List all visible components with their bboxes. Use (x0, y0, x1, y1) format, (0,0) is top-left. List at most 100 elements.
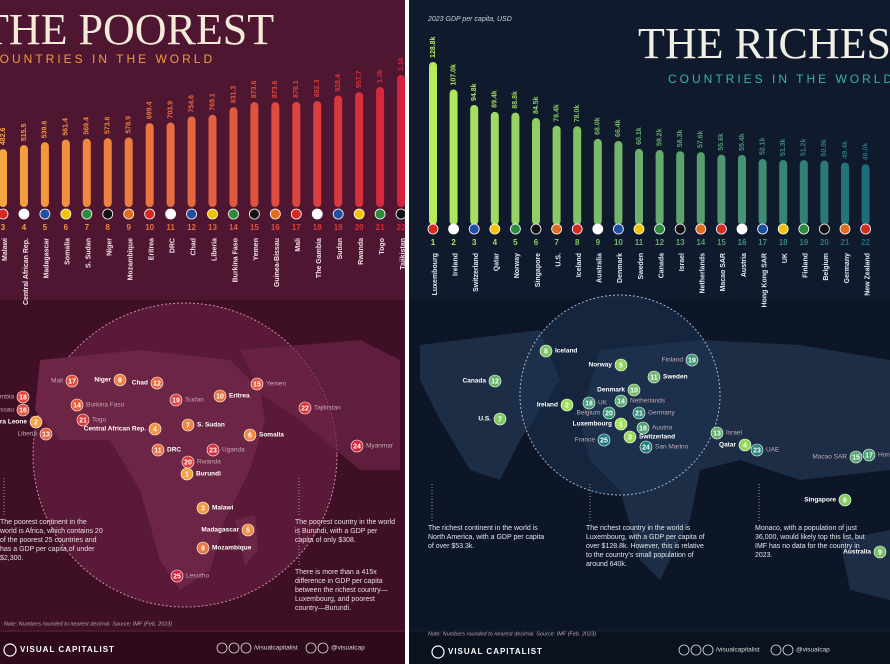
flag (777, 223, 789, 235)
category-label: Niger (107, 238, 114, 256)
marker-label: Myanmar (366, 443, 394, 450)
marker-label: San Marino (655, 444, 689, 451)
note-box: Monaco, with a population of just 36,000… (755, 525, 865, 559)
rank-label: 12 (187, 223, 196, 232)
bar (449, 89, 458, 226)
note: There is more than a 415x difference in … (295, 569, 388, 613)
map-marker (560, 398, 574, 412)
bar (593, 138, 602, 225)
social-icon (770, 644, 782, 656)
value-label: 57.6k (698, 130, 705, 148)
marker-rank: 6 (248, 432, 252, 439)
value-label: 769.1 (209, 93, 216, 111)
category-label: Rwanda (358, 238, 365, 265)
flag (757, 223, 768, 235)
marker-rank: 11 (650, 374, 658, 381)
category-label: Qatar (494, 253, 501, 272)
map-marker (213, 389, 227, 403)
category-label: Guinea-Bissau (274, 238, 281, 287)
category-label: Somalia (65, 238, 72, 265)
map-marker (685, 353, 699, 367)
rank-label: 20 (355, 223, 364, 232)
map-marker (738, 438, 752, 452)
marker-label: Burkina Faso (86, 402, 125, 409)
value-label: 66.4k (615, 119, 622, 137)
category-label: Israel (679, 253, 686, 271)
marker-label: Uganda (222, 447, 245, 454)
bar (552, 125, 561, 225)
bar (676, 151, 685, 225)
social-icon (702, 644, 714, 656)
category-label: UK (782, 253, 789, 263)
social-icon (216, 642, 228, 654)
flag (332, 208, 344, 220)
value-label: 60.1k (636, 127, 643, 145)
marker-rank: 8 (544, 348, 548, 355)
marker-label: Austria (652, 425, 673, 432)
social-icon (317, 642, 329, 654)
marker-label: UK (598, 400, 608, 407)
social-handle: @visualcap (796, 647, 830, 654)
marker-rank: 20 (605, 410, 613, 417)
map-marker (627, 383, 641, 397)
map-marker (206, 443, 220, 457)
bar (655, 150, 664, 225)
flag (0, 208, 9, 220)
bar (397, 75, 405, 207)
category-label: Tajikistan (400, 238, 407, 270)
bar (208, 114, 217, 207)
category-label: Singapore (535, 253, 542, 287)
footnote: Note: Numbers rounded to nearest decimal… (4, 621, 172, 627)
rank-label: 11 (166, 223, 175, 232)
flag (81, 208, 93, 220)
marker-rank: 8 (118, 377, 122, 384)
marker-rank: 16 (19, 407, 27, 414)
rank-label: 7 (554, 238, 559, 247)
marker-rank: 7 (186, 422, 190, 429)
rank-label: 8 (575, 238, 580, 247)
social-handle: /visualcapitalist (254, 645, 298, 652)
map-marker (169, 393, 183, 407)
social-icon (782, 644, 794, 656)
marker-label: Australia (843, 549, 871, 556)
flag (395, 208, 405, 220)
value-label: 89.4k (492, 90, 499, 108)
map-marker (241, 523, 255, 537)
rank-label: 15 (717, 238, 726, 247)
map-marker (873, 545, 887, 559)
flag (633, 223, 645, 235)
category-label: Sudan (337, 238, 344, 259)
rank-label: 13 (208, 223, 217, 232)
marker-label: Qatar (719, 442, 736, 449)
marker-label: DRC (167, 447, 181, 454)
category-label: Madagascar (44, 238, 51, 279)
marker-rank: 12 (491, 378, 499, 385)
rank-label: 10 (145, 223, 154, 232)
rank-label: 14 (229, 223, 238, 232)
value-label: 84.5k (533, 96, 540, 114)
marker-rank: 5 (246, 527, 250, 534)
marker-label: Sudan (185, 397, 204, 404)
value-label: 48.0k (862, 143, 869, 161)
marker-label: Norway (589, 362, 613, 369)
flag (530, 223, 542, 235)
bar (82, 138, 91, 207)
marker-rank: 15 (852, 454, 860, 461)
rank-label: 17 (292, 223, 301, 232)
rank-label: 21 (376, 223, 385, 232)
marker-label: Singapore (804, 497, 836, 504)
marker-label: Macao SAR (812, 454, 847, 461)
value-label: 128.8k (430, 36, 437, 58)
note-box: The richest continent in the world is No… (428, 525, 544, 550)
flag (207, 208, 218, 220)
rank-label: 11 (635, 238, 644, 247)
social-icon (690, 644, 702, 656)
category-label: Chad (190, 238, 197, 256)
rank-label: 19 (334, 223, 343, 232)
bar (250, 102, 259, 207)
bar (0, 149, 7, 207)
category-label: Iceland (576, 253, 583, 277)
category-label: Burkina Faso (232, 238, 239, 282)
marker-rank: 17 (68, 378, 76, 385)
